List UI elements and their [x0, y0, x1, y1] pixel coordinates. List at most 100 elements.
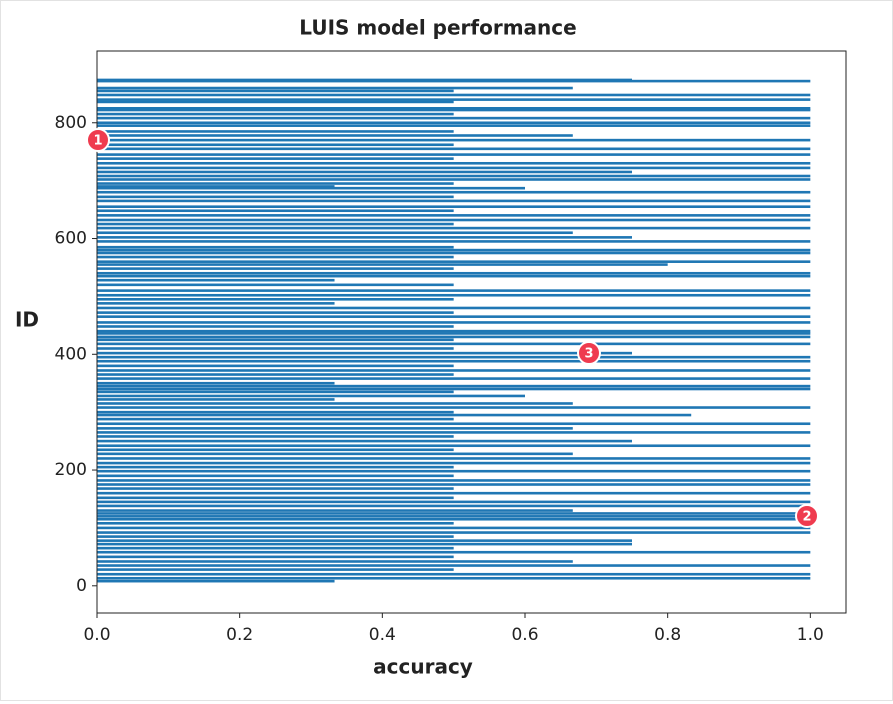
bar: [97, 311, 454, 314]
bar: [97, 373, 454, 376]
bar: [97, 387, 811, 391]
bar: [97, 271, 811, 275]
bar: [97, 143, 454, 147]
y-tick-label: 0: [76, 576, 87, 596]
bar: [97, 147, 811, 151]
bar: [97, 274, 811, 278]
bar: [97, 138, 811, 142]
plot-frame: [96, 50, 847, 614]
bar: [97, 448, 454, 452]
bar: [97, 199, 811, 203]
bar: [97, 431, 811, 434]
chart-title: LUIS model performance: [299, 16, 576, 40]
bar: [97, 178, 811, 181]
bar: [97, 413, 692, 417]
bar: [97, 329, 811, 333]
y-tick-label: 600: [55, 229, 87, 249]
bar: [97, 124, 811, 127]
bar: [97, 381, 335, 385]
bar: [97, 546, 454, 550]
bar: [97, 427, 573, 430]
bar: [97, 402, 573, 405]
bar: [97, 564, 811, 567]
bar: [97, 325, 454, 328]
x-tick-label: 0.0: [83, 625, 110, 645]
bar: [97, 452, 573, 456]
marker-label: 2: [802, 510, 811, 525]
bar: [97, 218, 811, 222]
bar: [97, 521, 454, 525]
y-tick-label: 400: [55, 344, 87, 364]
bar: [97, 236, 632, 239]
bar: [97, 157, 454, 160]
bar: [97, 491, 811, 495]
y-tick-label: 800: [55, 113, 87, 133]
bar: [97, 515, 811, 518]
bar: [97, 289, 811, 292]
bar: [97, 121, 811, 125]
bar: [97, 542, 632, 546]
annotation-marker: 1: [86, 128, 110, 152]
bar: [97, 509, 573, 512]
bar: [97, 260, 811, 263]
bar: [97, 531, 811, 534]
bar: [97, 390, 454, 394]
x-tick-label: 1.0: [797, 625, 824, 645]
bar: [97, 231, 573, 235]
bar: [97, 185, 335, 188]
bar: [97, 263, 668, 266]
bar: [97, 170, 632, 174]
bar: [97, 512, 811, 515]
marker-label: 1: [93, 134, 102, 149]
bar: [97, 112, 454, 116]
bar: [97, 504, 811, 508]
bar: [97, 283, 454, 287]
bar: [97, 461, 811, 465]
bar: [97, 214, 811, 217]
bar: [97, 209, 454, 213]
bar: [97, 465, 454, 469]
bar: [97, 410, 454, 414]
bar: [97, 205, 811, 208]
bar: [97, 457, 811, 460]
marker-dot: [795, 504, 819, 528]
bar: [97, 568, 454, 571]
bar: [97, 384, 811, 388]
bar: [97, 315, 811, 318]
bar: [97, 364, 454, 368]
annotation-marker: 2: [795, 504, 819, 528]
marker-dot: [86, 128, 110, 152]
bar: [97, 572, 811, 576]
bar: [97, 251, 811, 255]
bar: [97, 539, 632, 542]
bar: [97, 321, 811, 324]
bar: [97, 483, 811, 486]
x-tick-label: 0.6: [511, 625, 538, 645]
bar: [97, 89, 454, 93]
bar: [97, 444, 811, 448]
bar: [97, 435, 454, 438]
bar: [97, 166, 811, 170]
bar: [97, 302, 335, 305]
x-axis-label: accuracy: [373, 655, 473, 679]
bar: [97, 417, 454, 421]
bar: [97, 535, 454, 538]
bar: [97, 100, 454, 104]
bar: [97, 422, 811, 426]
bar: [97, 355, 811, 359]
marker-label: 3: [584, 347, 593, 362]
bar: [97, 359, 811, 363]
bar: [97, 560, 573, 563]
bar: [97, 474, 454, 478]
bar: [97, 190, 811, 194]
bar: [97, 116, 811, 120]
x-tick-label: 0.8: [654, 625, 681, 645]
bar: [97, 479, 811, 482]
bar: [97, 369, 811, 372]
bar: [97, 469, 811, 473]
bar: [97, 579, 335, 583]
bar: [97, 98, 811, 101]
bar: [97, 278, 335, 282]
bar: [97, 106, 811, 110]
